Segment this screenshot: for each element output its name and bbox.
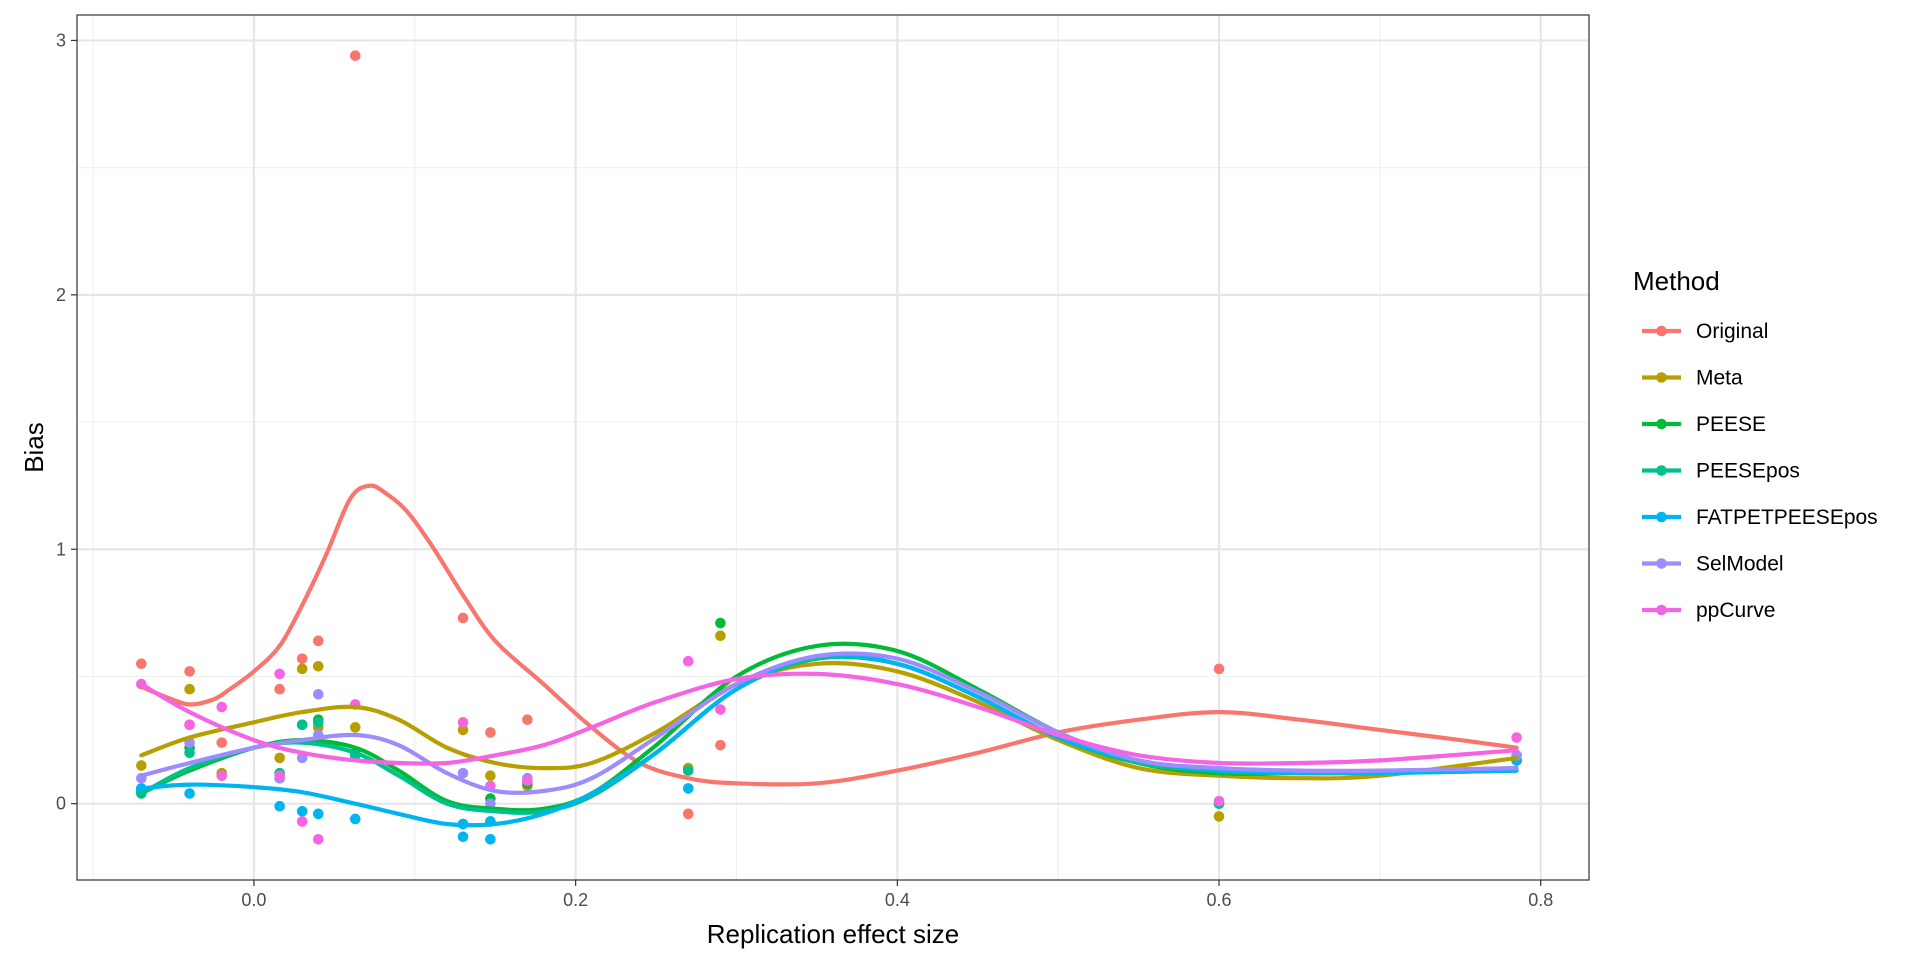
data-point-ppcurve [312,833,324,845]
legend-item-selmodel: SelModel [1642,553,1784,576]
y-tick-label: 2 [56,285,66,305]
x-tick-label: 0.0 [241,890,266,910]
data-series [136,50,1522,845]
data-point-meta [274,752,285,764]
data-point-ppcurve [1213,795,1225,807]
data-point-peesepos [312,716,324,728]
series-ppcurve [136,655,1522,845]
data-point-original [184,666,195,677]
legend-item-original: Original [1642,320,1768,343]
x-tick-label: 0.6 [1207,890,1232,910]
data-point-original [522,714,533,726]
smooth-line-peese [139,641,1519,813]
data-point-original [274,683,285,695]
legend-item-fatpetpeesepos: FATPETPEESEpos [1642,506,1878,529]
data-point-original [136,658,147,670]
data-point-original [349,50,361,62]
legend-label-selmodel: SelModel [1696,553,1784,576]
data-point-ppcurve [682,655,694,667]
data-point-fatpetpeesepos [682,783,694,794]
legend-title: Method [1633,266,1720,296]
data-point-meta [312,660,324,672]
data-point-original [457,612,469,624]
data-point-selmodel [312,688,324,700]
data-point-ppcurve [216,701,228,713]
y-tick-label: 0 [56,794,66,814]
data-point-selmodel [457,767,469,779]
smooth-line-ppcurve [139,671,1519,766]
panel-border [76,14,1590,881]
data-point-original [1213,663,1225,675]
data-point-original [485,727,496,738]
legend-label-peesepos: PEESEpos [1696,460,1800,483]
data-point-peese [715,617,726,629]
data-point-fatpetpeesepos [457,831,469,843]
legend-label-peese: PEESE [1696,413,1766,436]
legend-label-meta: Meta [1696,367,1743,390]
data-point-peesepos [184,747,195,759]
data-point-meta [184,683,195,695]
data-point-meta [457,724,469,736]
legend-key-point-meta [1656,372,1667,383]
smooth-line-fatpetpeesepos [139,652,1519,828]
data-point-peesepos [682,765,694,776]
data-point-ppcurve [715,704,726,715]
x-axis-title: Replication effect size [707,919,959,949]
x-tick-label: 0.2 [563,890,588,910]
data-point-meta [715,630,726,642]
legend-key-point-peesepos [1656,465,1667,476]
smooth-line-original [139,483,1519,787]
y-axis-title: Bias [19,422,49,473]
legend-label-original: Original [1696,320,1768,343]
data-point-ppcurve [1511,732,1522,743]
data-point-ppcurve [274,770,285,781]
data-point-fatpetpeesepos [184,788,195,799]
x-tick-label: 0.4 [885,890,910,910]
data-point-ppcurve [296,816,308,827]
smooth-line-selmodel [139,651,1519,795]
data-point-original [312,635,324,647]
legend-key-point-fatpetpeesepos [1656,511,1667,523]
data-point-fatpetpeesepos [485,833,496,845]
data-point-meta [1213,811,1225,822]
axes: 0.0 0.2 0.4 0.6 0.8 0 1 2 3 [56,30,1553,910]
data-point-meta [296,663,308,675]
legend-item-ppcurve: ppCurve [1642,599,1775,622]
data-point-original [296,653,308,664]
data-point-meta [349,722,361,733]
legend-key-point-peese [1656,418,1667,430]
data-point-ppcurve [457,716,469,728]
data-point-ppcurve [216,770,228,781]
data-point-fatpetpeesepos [349,813,361,825]
data-point-peesepos [296,719,308,731]
y-tick-label: 3 [56,30,66,50]
data-point-ppcurve [522,775,533,787]
data-point-ppcurve [274,668,285,680]
y-tick-label: 1 [56,539,66,559]
data-point-ppcurve [184,719,195,731]
legend-item-peesepos: PEESEpos [1642,460,1800,483]
x-tick-label: 0.8 [1528,890,1553,910]
legend-label-fatpetpeesepos: FATPETPEESEpos [1696,506,1878,529]
data-point-original [216,737,228,748]
data-point-fatpetpeesepos [296,806,308,817]
legend-item-meta: Meta [1642,367,1743,390]
legend: Method Original Meta PEESE PEESEpos FATPETPE… [1633,266,1878,622]
data-point-fatpetpeesepos [274,800,285,812]
data-point-meta [136,760,147,771]
legend-label-ppcurve: ppCurve [1696,599,1775,622]
data-point-fatpetpeesepos [312,808,324,820]
legend-item-peese: PEESE [1642,413,1766,436]
data-point-original [715,739,726,751]
data-point-meta [485,770,496,781]
data-point-original [682,808,694,820]
legend-key-point-selmodel [1656,558,1667,569]
legend-key-point-ppcurve [1656,604,1667,616]
legend-key-point-original [1656,325,1667,337]
